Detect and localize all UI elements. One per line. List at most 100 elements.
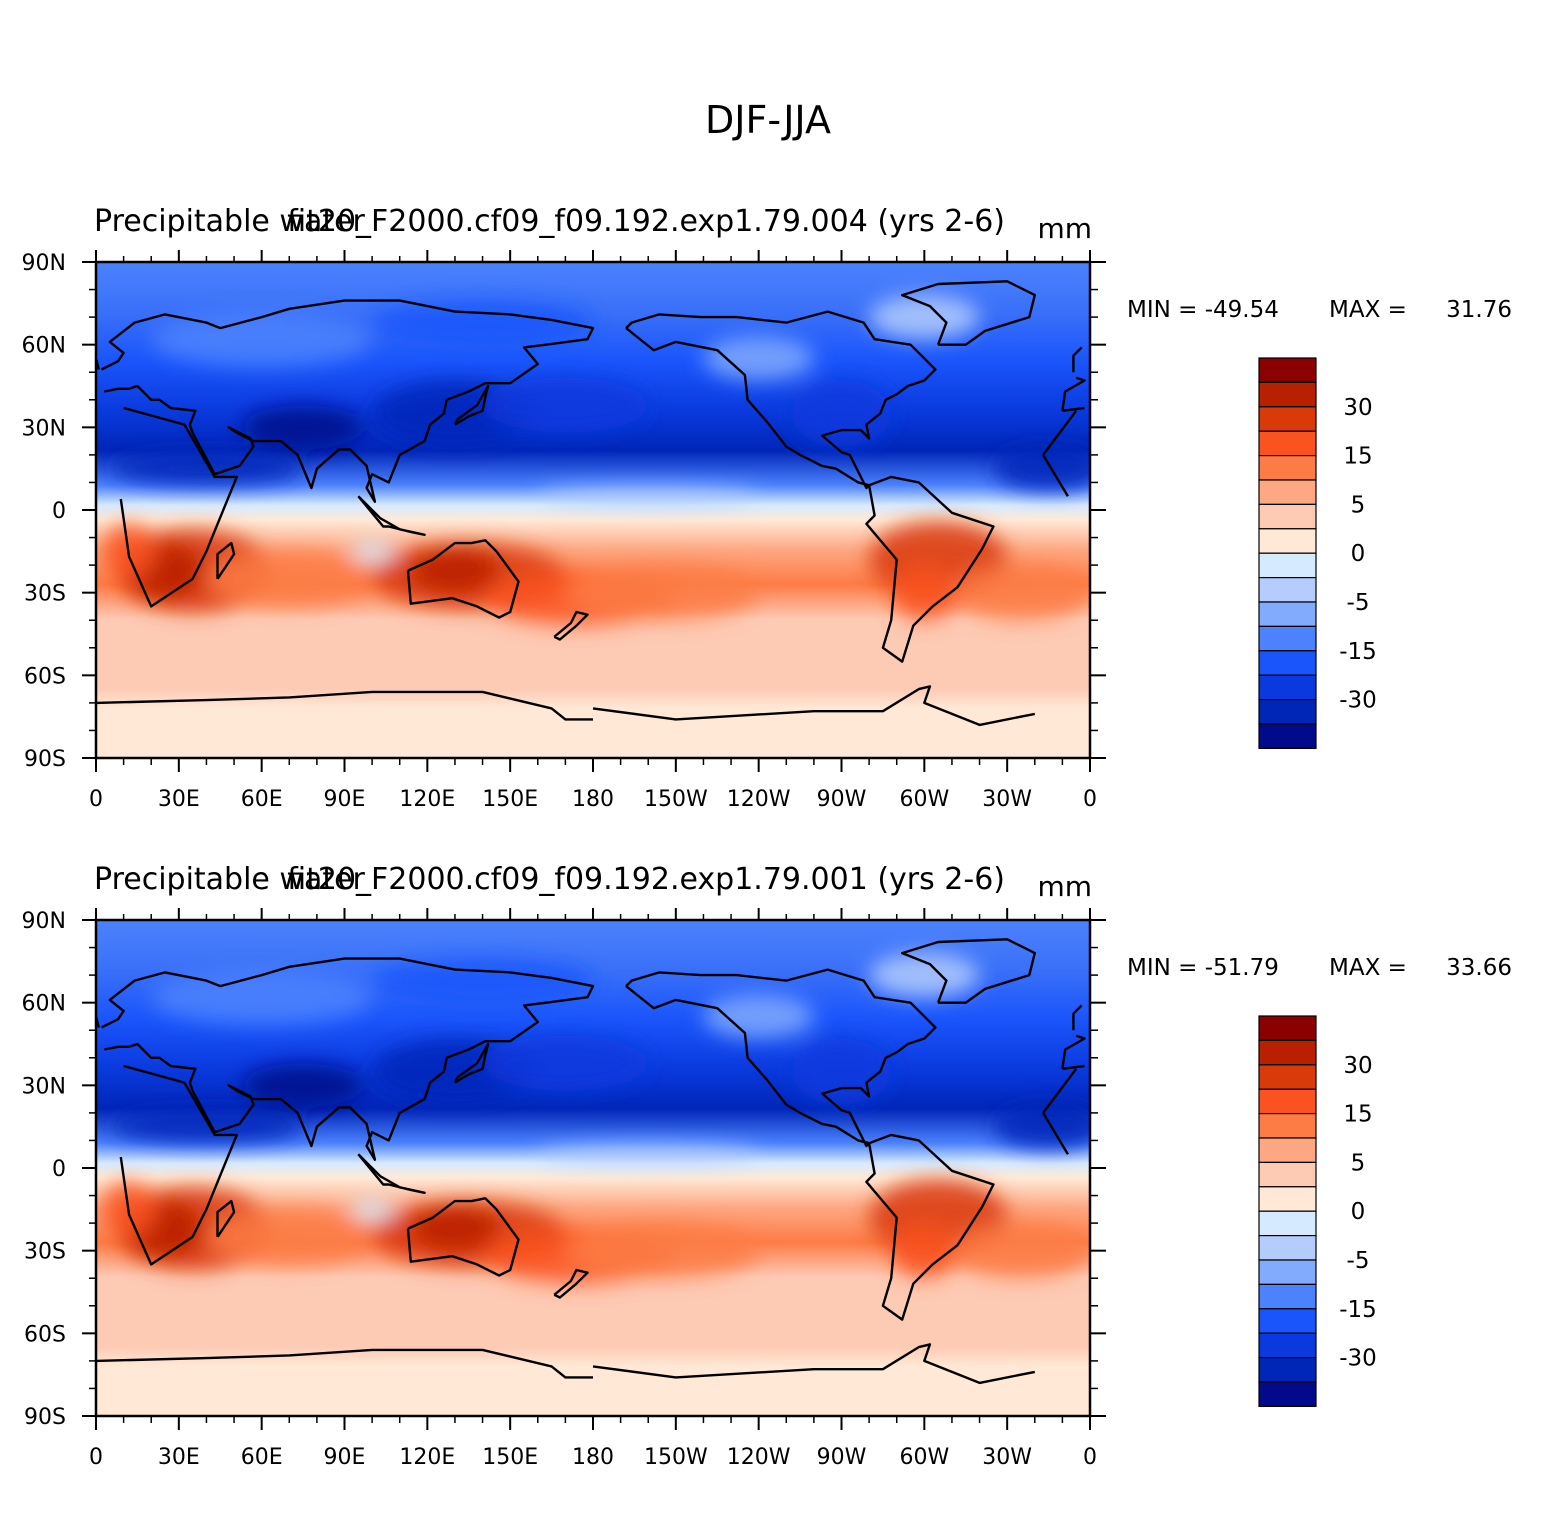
lon-tick-label: 30W xyxy=(982,1445,1032,1470)
lon-tick-label: 0 xyxy=(89,787,103,812)
coastline xyxy=(357,495,426,536)
max-value: 33.66 xyxy=(1446,955,1512,981)
colorbar-box xyxy=(1258,723,1317,749)
colorbar-tick-label: -5 xyxy=(1347,1248,1370,1274)
anomaly-blob xyxy=(565,1223,759,1279)
anomaly-blob xyxy=(151,311,373,367)
colorbar-box xyxy=(1258,1332,1317,1359)
anomaly-blob xyxy=(372,958,593,1003)
colorbar-box xyxy=(1258,1234,1317,1261)
colorbar-box xyxy=(1258,1308,1317,1334)
lat-tick-label: 90N xyxy=(22,251,66,276)
colorbar-box xyxy=(1258,552,1317,579)
colorbar-box xyxy=(1258,1015,1317,1041)
lon-tick-label: 120E xyxy=(399,1445,455,1470)
colorbar-box xyxy=(1258,430,1317,457)
colorbar-box xyxy=(1258,625,1317,652)
max-label: MAX = xyxy=(1329,955,1407,981)
anomaly-blob xyxy=(372,300,593,345)
anomaly-blob xyxy=(482,377,649,433)
coastline xyxy=(119,406,1078,608)
lon-tick-label: 150W xyxy=(644,787,708,812)
lon-tick-label: 0 xyxy=(1083,1445,1097,1470)
coastline xyxy=(96,1343,1036,1385)
colorbar-box xyxy=(1258,1137,1317,1163)
colorbar: 30 15 5 0 -5 -15 -30 xyxy=(1258,1015,1377,1407)
colorbar-box xyxy=(1258,455,1317,481)
coastline xyxy=(625,968,937,1148)
colorbar-tick-label: 15 xyxy=(1343,444,1372,470)
case-label: fit20_F2000.cf09_f09.192.exp1.79.001 (yr… xyxy=(287,862,1005,897)
anomaly-blob xyxy=(206,1209,373,1265)
lon-tick-label: 30E xyxy=(158,787,200,812)
lat-tick-label: 90S xyxy=(24,1405,66,1430)
anomaly-blob xyxy=(951,1223,1090,1279)
anomaly-blob xyxy=(993,1104,1090,1149)
lat-tick-label: 60N xyxy=(22,334,66,359)
colorbar-box xyxy=(1258,1381,1317,1407)
lat-tick-label: 60S xyxy=(24,664,66,689)
max-label: MAX = xyxy=(1329,297,1407,323)
colorbar-tick-label: -30 xyxy=(1339,1346,1377,1372)
colorbar-tick-label: -5 xyxy=(1347,590,1370,616)
coastline xyxy=(553,1268,589,1299)
anomaly-blob xyxy=(206,551,373,607)
anomaly-blob xyxy=(951,565,1090,621)
lon-tick-label: 150E xyxy=(482,1445,538,1470)
colorbar-box xyxy=(1258,674,1317,701)
colorbar-box xyxy=(1258,601,1317,627)
anomaly-blob xyxy=(109,1110,304,1144)
lon-tick-label: 90E xyxy=(324,787,366,812)
figure-title: DJF-JJA xyxy=(705,98,831,142)
anomaly-blob xyxy=(242,405,364,450)
units-label: mm xyxy=(1037,870,1092,903)
coastline xyxy=(357,1153,426,1194)
colorbar-box xyxy=(1258,1186,1317,1212)
lat-tick-label: 90N xyxy=(22,909,66,934)
coastline xyxy=(901,938,1036,1004)
colorbar-tick-label: 30 xyxy=(1343,395,1372,421)
lat-tick-label: 0 xyxy=(52,499,66,524)
anomaly-blob xyxy=(791,1038,892,1105)
anomaly-blob xyxy=(869,953,980,998)
lat-tick-label: 0 xyxy=(52,1157,66,1182)
min-label: MIN = -49.54 xyxy=(1127,297,1279,323)
anomaly-blob xyxy=(537,487,759,505)
lat-tick-label: 90S xyxy=(24,747,66,772)
colorbar-box xyxy=(1258,357,1317,383)
coastline xyxy=(119,1064,1078,1266)
colorbar-tick-label: 30 xyxy=(1343,1053,1372,1079)
colorbar-box xyxy=(1258,1161,1317,1188)
case-label: fit20_F2000.cf09_f09.192.exp1.79.004 (yr… xyxy=(287,204,1005,239)
coastline xyxy=(901,280,1036,346)
coastline xyxy=(100,299,1086,503)
anomaly-blob xyxy=(703,994,814,1039)
colorbar-box xyxy=(1258,479,1317,505)
colorbar-box xyxy=(1258,1088,1317,1115)
lon-tick-label: 60E xyxy=(241,787,283,812)
min-label: MIN = -51.79 xyxy=(1127,955,1279,981)
lon-tick-label: 0 xyxy=(1083,787,1097,812)
coastline xyxy=(453,1042,490,1084)
lon-tick-label: 90W xyxy=(817,1445,867,1470)
lon-tick-label: 120W xyxy=(727,787,791,812)
colorbar-tick-label: -15 xyxy=(1339,1297,1377,1323)
anomaly-field xyxy=(96,262,1090,758)
map-panel: 90N 60N 30N 0 30S 60S 90S 0 30E 60E 90E 120E 150E 180… xyxy=(22,862,1512,1470)
lat-tick-label: 30S xyxy=(24,582,66,607)
lat-tick-label: 30N xyxy=(22,1074,66,1099)
lon-tick-label: 120E xyxy=(399,787,455,812)
colorbar-box xyxy=(1258,1283,1317,1310)
anomaly-blob xyxy=(410,1206,500,1251)
variable-label: Precipitable water xyxy=(94,204,366,239)
lon-tick-label: 150W xyxy=(644,1445,708,1470)
coastline xyxy=(216,1199,236,1238)
coastline xyxy=(96,685,1036,727)
coastline xyxy=(453,384,490,426)
lon-tick-label: 0 xyxy=(89,1445,103,1470)
colorbar-box xyxy=(1258,1039,1317,1066)
anomaly-field xyxy=(96,920,1090,1416)
colorbar-box xyxy=(1258,1210,1317,1237)
coastline xyxy=(216,541,236,580)
